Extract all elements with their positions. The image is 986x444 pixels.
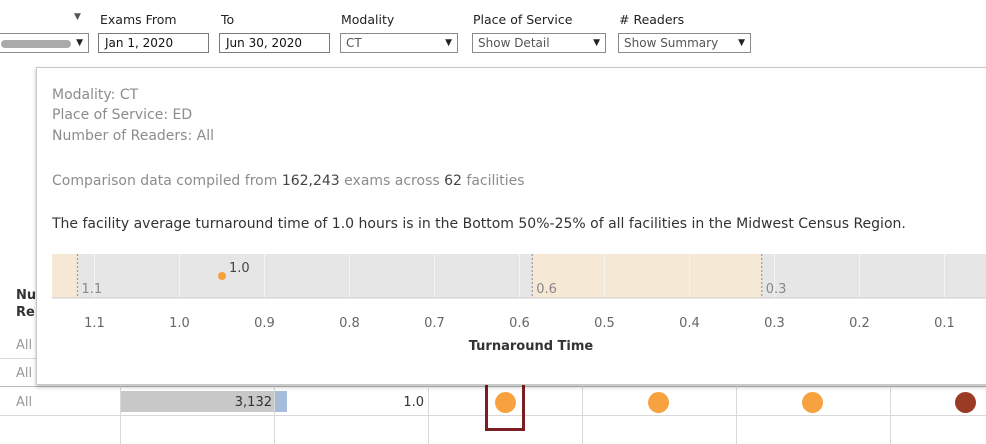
x-tick-label: 1.1 <box>84 316 105 331</box>
x-tick-label: 0.4 <box>679 316 700 331</box>
comparison-prefix: Comparison data compiled from <box>52 173 282 189</box>
column-divider <box>736 386 737 444</box>
facility-select[interactable]: ▼ <box>0 33 89 53</box>
comparison-suffix: facilities <box>461 173 525 189</box>
comparison-mid: exams across <box>339 173 445 189</box>
percentile-band <box>52 254 78 298</box>
place-of-service-value: Show Detail <box>478 36 550 50</box>
tooltip-readers: Number of Readers: All <box>52 128 214 144</box>
place-of-service-select[interactable]: Show Detail ▼ <box>472 33 606 53</box>
row-divider <box>0 415 986 416</box>
column-header-fragment: Re <box>16 305 35 320</box>
column-header-fragment: Nu <box>16 288 37 303</box>
x-tick-label: 0.5 <box>594 316 615 331</box>
column-divider <box>274 386 275 444</box>
facility-dropdown-arrow-icon: ▼ <box>74 12 81 22</box>
comparison-facilities: 62 <box>444 173 462 189</box>
tooltip-modality: Modality: CT <box>52 87 139 103</box>
place-of-service-label: Place of Service <box>473 12 573 27</box>
facility-point-label: 1.0 <box>229 261 250 276</box>
avg-time-value: 1.0 <box>403 395 424 410</box>
row-divider <box>0 386 986 387</box>
tooltip-place-of-service: Place of Service: ED <box>52 107 193 123</box>
turnaround-chart: 1.1 0.6 0.3 1.0 <box>52 254 986 299</box>
x-tick-label: 0.2 <box>849 316 870 331</box>
row-label: All <box>16 338 33 353</box>
comparison-exams: 162,243 <box>281 173 340 189</box>
column-divider <box>428 386 429 444</box>
readers-value: Show Summary <box>624 36 719 50</box>
exam-count-bar <box>121 391 274 412</box>
reference-line-label: 0.3 <box>766 282 787 297</box>
row-label: All <box>16 366 33 381</box>
chevron-down-icon: ▼ <box>445 38 452 48</box>
status-dot[interactable] <box>955 392 976 413</box>
modality-label: Modality <box>341 12 395 27</box>
modality-value: CT <box>346 36 362 50</box>
chevron-down-icon: ▼ <box>76 38 83 48</box>
x-tick-label: 0.8 <box>339 316 360 331</box>
readers-label: # Readers <box>619 12 685 27</box>
tooltip: Modality: CT Place of Service: ED Number… <box>36 67 986 385</box>
facility-value-redacted <box>1 40 71 48</box>
exams-from-input[interactable]: Jan 1, 2020 <box>98 33 209 53</box>
x-tick-label: 1.0 <box>169 316 190 331</box>
x-tick-label: 0.1 <box>934 316 955 331</box>
x-tick-label: 0.6 <box>509 316 530 331</box>
reference-line-label: 0.6 <box>536 282 557 297</box>
x-tick-label: 0.9 <box>254 316 275 331</box>
tooltip-summary: The facility average turnaround time of … <box>52 216 906 232</box>
exam-count-bar-blue <box>275 391 287 412</box>
status-dot[interactable] <box>802 392 823 413</box>
x-axis-label: Turnaround Time <box>468 339 594 354</box>
modality-select[interactable]: CT ▼ <box>340 33 458 53</box>
x-tick-label: 0.7 <box>424 316 445 331</box>
column-divider <box>120 386 121 444</box>
column-divider <box>582 386 583 444</box>
status-dot[interactable] <box>495 392 516 413</box>
readers-select[interactable]: Show Summary ▼ <box>618 33 751 53</box>
reference-line-label: 1.1 <box>82 282 103 297</box>
to-input[interactable]: Jun 30, 2020 <box>219 33 330 53</box>
to-label: To <box>221 12 235 27</box>
exams-from-label: Exams From <box>100 12 177 27</box>
chevron-down-icon: ▼ <box>738 38 745 48</box>
facility-point <box>218 272 226 280</box>
row-label: All <box>16 395 33 410</box>
tooltip-comparison: Comparison data compiled from 162,243 ex… <box>52 173 525 189</box>
x-tick-label: 0.3 <box>764 316 785 331</box>
row-divider <box>0 358 36 359</box>
exam-count-value: 3,132 <box>234 395 272 410</box>
column-divider <box>890 386 891 444</box>
percentile-band <box>532 254 762 298</box>
chevron-down-icon: ▼ <box>593 38 600 48</box>
status-dot[interactable] <box>648 392 669 413</box>
